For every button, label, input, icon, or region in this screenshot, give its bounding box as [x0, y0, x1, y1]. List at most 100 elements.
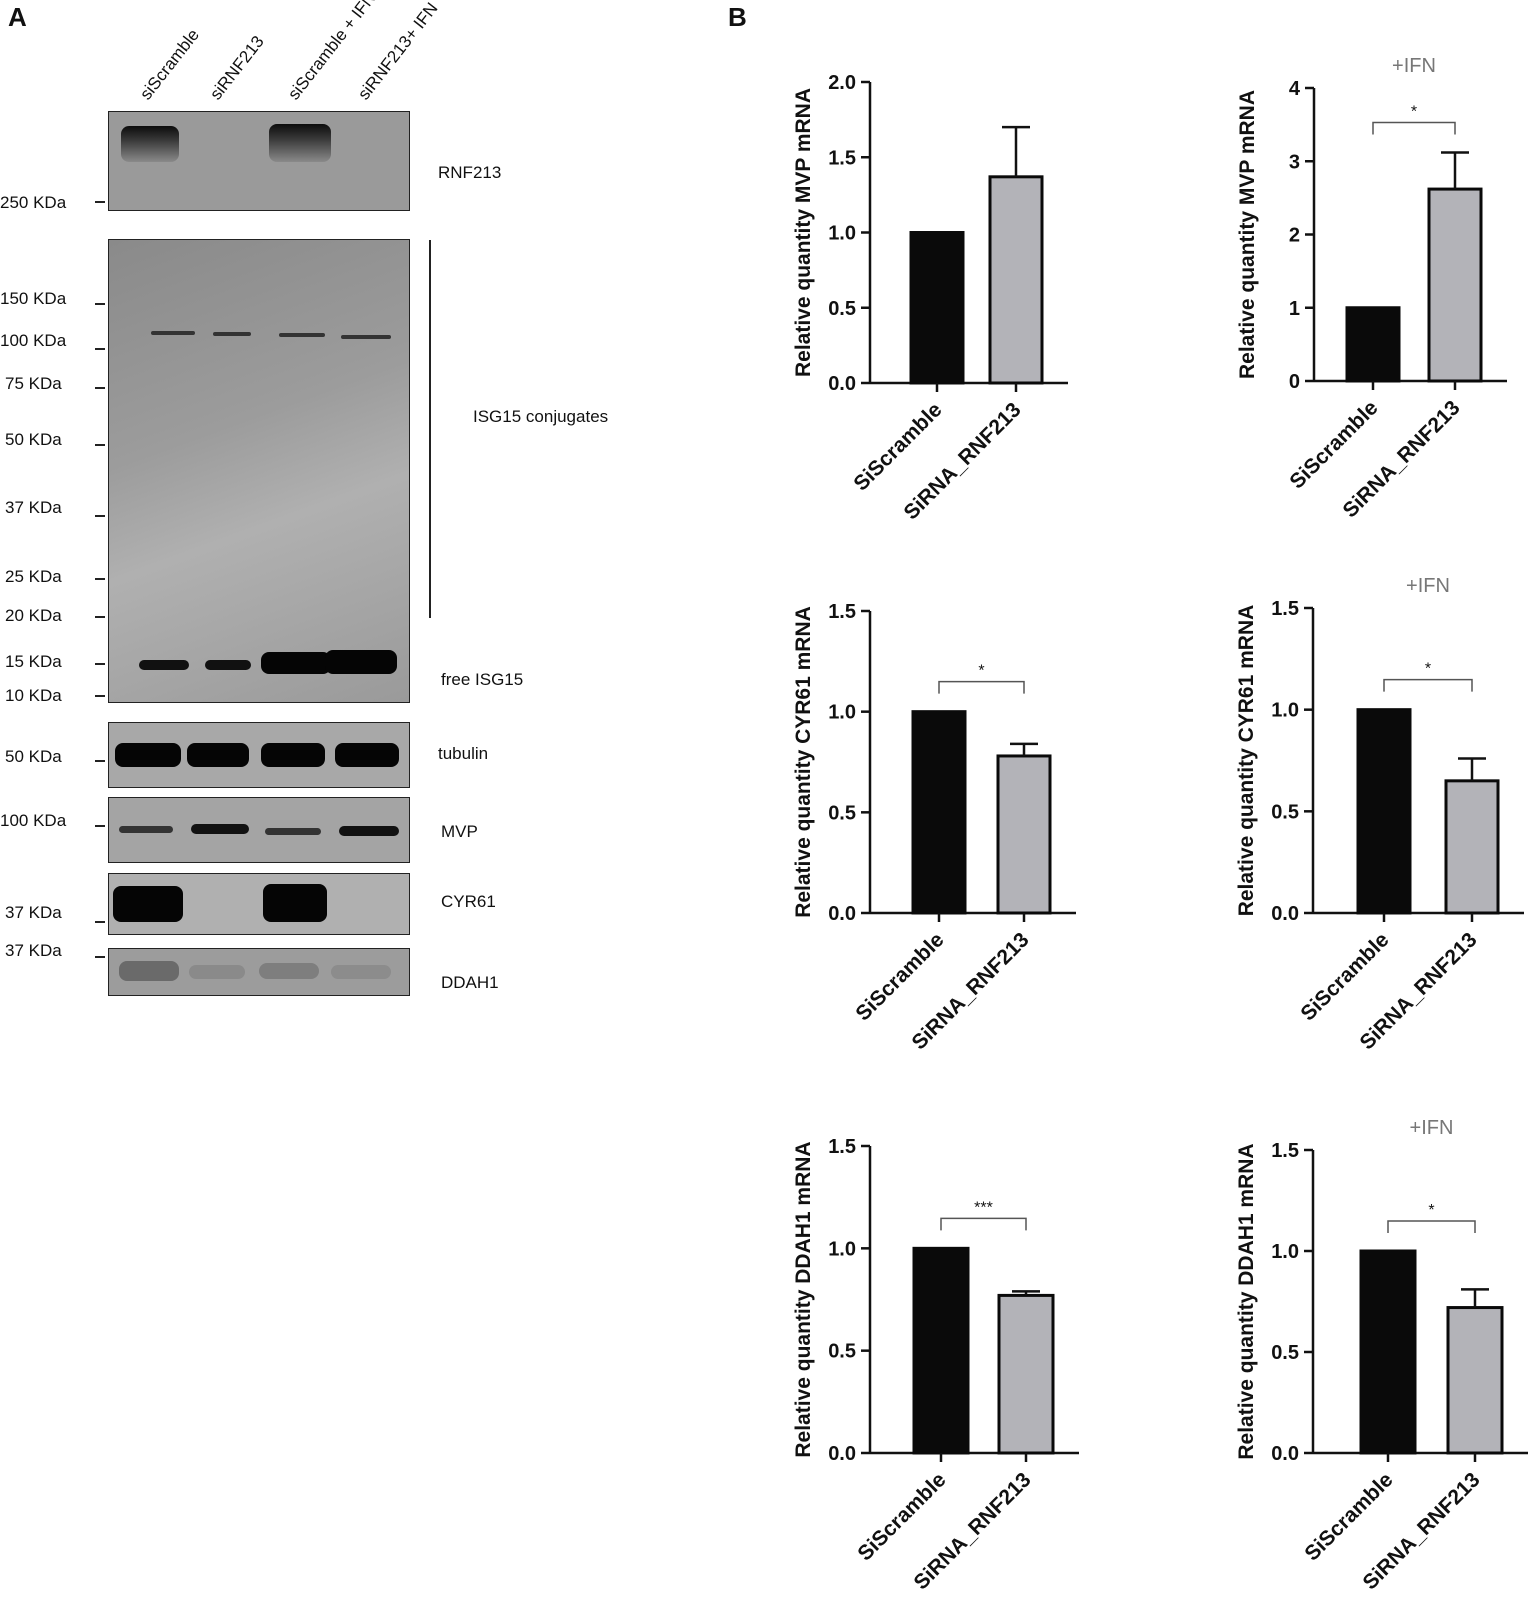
significance-label: *** — [974, 1199, 993, 1216]
band — [191, 824, 249, 834]
significance-bracket — [938, 680, 1025, 694]
mw-tick — [95, 303, 105, 305]
band — [263, 884, 327, 922]
band — [341, 335, 391, 339]
y-tick-label: 3 — [1289, 151, 1300, 173]
bar — [1359, 1249, 1417, 1455]
mw-tick — [95, 825, 105, 827]
y-tick-label: 0.0 — [828, 903, 856, 925]
blot-mvp — [108, 797, 410, 863]
mw-tick — [95, 444, 105, 446]
bar — [997, 1293, 1055, 1455]
band — [187, 743, 249, 767]
x-tick-label: SiScramble — [1300, 1468, 1397, 1565]
blot-rnf213 — [108, 111, 410, 211]
band — [269, 124, 331, 162]
mw-tick — [95, 695, 105, 697]
mw-tick — [95, 201, 105, 203]
band — [139, 660, 189, 670]
blot-name-mvp: MVP — [441, 822, 478, 841]
y-tick-label: 2.0 — [828, 72, 856, 94]
y-tick-label: 0.5 — [1271, 1342, 1299, 1364]
band — [189, 965, 245, 979]
y-tick-label: 1.0 — [1271, 1241, 1299, 1263]
bar — [1427, 187, 1483, 383]
chart-title: +IFN — [1410, 1117, 1454, 1139]
chart-title: +IFN — [1406, 575, 1450, 597]
mw-tick — [95, 348, 105, 350]
y-axis-label: Relative quantity MVP mRNA — [792, 88, 815, 377]
panel-a-letter: A — [8, 2, 27, 32]
bar — [1345, 306, 1401, 383]
y-tick-label: 4 — [1289, 78, 1301, 100]
y-tick-label: 1 — [1289, 298, 1300, 320]
significance-bracket — [1387, 1220, 1476, 1233]
blot-tubulin — [108, 722, 410, 788]
bar — [911, 710, 967, 915]
y-axis-label: Relative quantity DDAH1 mRNA — [792, 1141, 815, 1457]
mw-label: 37 KDa — [5, 498, 62, 517]
y-tick-label: 1.0 — [1271, 700, 1299, 722]
y-tick-label: 0 — [1289, 371, 1300, 393]
mw-tick — [95, 578, 105, 580]
y-axis-label: Relative quantity CYR61 mRNA — [792, 606, 815, 918]
y-tick-label: 0.0 — [828, 373, 856, 395]
bar — [1446, 1306, 1504, 1455]
significance-bracket — [940, 1217, 1027, 1231]
mw-tick — [95, 760, 105, 762]
mw-tick — [95, 921, 105, 923]
conjugates-bracket — [429, 240, 431, 618]
y-tick-label: 1.5 — [828, 601, 856, 623]
mw-label: 50 KDa — [5, 430, 62, 449]
y-tick-label: 1.0 — [828, 702, 856, 724]
y-axis-label: Relative quantity MVP mRNA — [1236, 90, 1259, 379]
mw-label: 100 KDa — [0, 811, 67, 830]
band — [279, 333, 325, 337]
y-tick-label: 0.5 — [828, 1341, 856, 1363]
band — [325, 650, 397, 674]
y-axis-label: Relative quantity DDAH1 mRNA — [1235, 1143, 1258, 1459]
bar — [909, 231, 965, 385]
band — [113, 886, 183, 922]
band — [261, 652, 331, 674]
blot-name-isg15-conjugates: ISG15 conjugates — [473, 407, 609, 426]
y-tick-label: 0.0 — [1271, 1443, 1299, 1465]
band — [151, 331, 195, 335]
y-axis-label: Relative quantity CYR61 mRNA — [1235, 605, 1258, 917]
band — [115, 743, 181, 767]
significance-label: * — [978, 663, 984, 680]
bar — [912, 1246, 970, 1455]
y-tick-label: 0.0 — [828, 1443, 856, 1465]
significance-label: * — [1411, 103, 1417, 120]
y-tick-label: 1.5 — [828, 1136, 856, 1158]
y-tick-label: 1.5 — [1271, 1140, 1299, 1162]
bar — [1444, 779, 1500, 915]
mw-tick — [95, 387, 105, 389]
band — [339, 826, 399, 836]
mw-label: 15 KDa — [5, 652, 62, 671]
mw-label: 25 KDa — [5, 567, 62, 586]
band — [265, 828, 321, 835]
y-tick-label: 1.5 — [828, 147, 856, 169]
y-tick-label: 1.0 — [828, 1238, 856, 1260]
bar — [1356, 708, 1412, 915]
significance-bracket — [1383, 678, 1473, 692]
blot-isg15 — [108, 239, 410, 703]
bar — [996, 754, 1052, 915]
band — [205, 660, 251, 670]
y-tick-label: 2 — [1289, 225, 1300, 247]
blot-name-cyr61: CYR61 — [441, 892, 496, 911]
significance-bracket — [1372, 121, 1456, 135]
blot-name-free-isg15: free ISG15 — [441, 670, 524, 689]
y-tick-label: 0.5 — [1271, 801, 1299, 823]
chart-title: +IFN — [1392, 55, 1436, 77]
blot-cyr61 — [108, 873, 410, 935]
band — [331, 965, 391, 979]
mw-label: 20 KDa — [5, 606, 62, 625]
mw-label: 50 KDa — [5, 747, 62, 766]
significance-label: * — [1428, 1202, 1434, 1219]
y-tick-label: 0.5 — [828, 298, 856, 320]
mw-tick — [95, 956, 105, 958]
mw-label: 37 KDa — [5, 903, 62, 922]
y-tick-label: 0.5 — [828, 802, 856, 824]
